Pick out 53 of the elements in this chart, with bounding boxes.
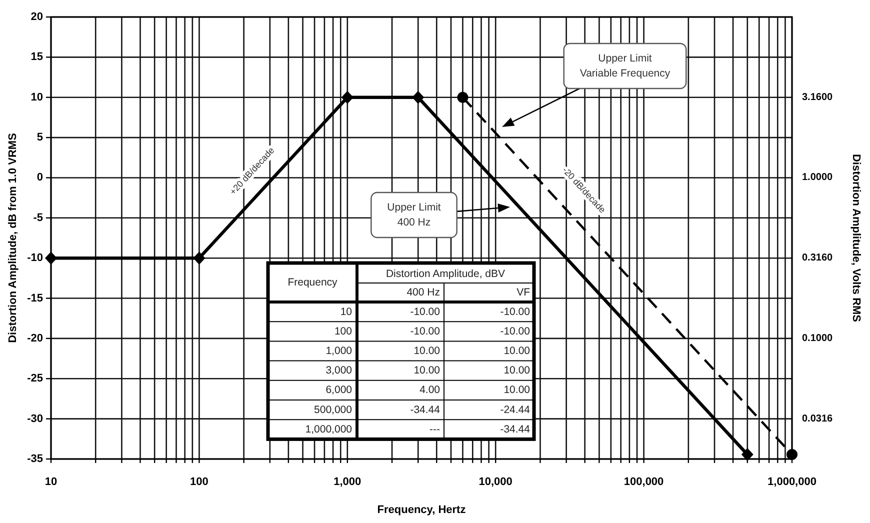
category-label: 1,000 (326, 345, 352, 357)
text: 0.0316 (802, 413, 834, 424)
data-label: --- (430, 423, 440, 436)
text: 0.1000 (802, 332, 834, 344)
text: Frequency (288, 276, 338, 288)
y-tick-label: -25 (27, 372, 43, 385)
category-label: 6,000 (326, 384, 352, 396)
data-label: 10.00 (414, 364, 440, 377)
data-label: -10.00 (410, 306, 440, 318)
text: 0.3160 (802, 252, 834, 264)
text: 3.1600 (802, 92, 834, 103)
y-tick-label: -5 (33, 212, 43, 224)
data-label: 4.00 (420, 384, 440, 396)
annotation: Upper Limit 400 Hz (387, 202, 441, 228)
y-tick-label: 5 (36, 132, 43, 144)
data-label: -24.44 (500, 404, 530, 416)
y-axis-title: Distortion Amplitude, dB from 1.0 VRMS (7, 133, 19, 343)
data-label: 10.00 (504, 364, 530, 377)
text: Distortion Amplitude, dBV (386, 268, 506, 280)
y-tick-label: 10 (30, 91, 43, 104)
data-label: 10.00 (504, 345, 530, 357)
y-tick-label: 15 (30, 51, 43, 64)
category-label: 1,000,000 (305, 423, 352, 436)
x-tick-label: 1,000,000 (768, 476, 816, 488)
category-label: 100 (334, 325, 352, 338)
y-tick-label: 20 (30, 11, 43, 23)
data-label: -10.00 (500, 325, 530, 338)
data-label: -10.00 (500, 306, 530, 318)
data-label: -34.44 (500, 423, 530, 436)
data-label: -34.44 (410, 404, 440, 416)
x-tick-label: 10 (44, 476, 58, 488)
y-tick-label: 0 (36, 172, 43, 184)
y-tick-label: -20 (27, 332, 43, 344)
category-label: 500,000 (314, 404, 352, 416)
text: VF (516, 286, 530, 298)
x-tick-label: 10,000 (478, 476, 512, 488)
category-label: 10 (340, 306, 352, 318)
x-axis-title: Frequency, Hertz (377, 504, 466, 516)
x-tick-label: 100 (190, 476, 208, 488)
data-label: 10.00 (414, 345, 440, 357)
y-tick-label: -30 (27, 412, 43, 425)
y-tick-label: -10 (27, 252, 43, 264)
x-tick-label: 100,000 (624, 476, 664, 488)
data-label: 10.00 (504, 384, 530, 396)
annotation: Upper Limit Variable Frequency (580, 52, 671, 80)
data-label: -10.00 (410, 325, 440, 338)
y-tick-label: -35 (27, 453, 43, 465)
text: 1.0000 (802, 172, 834, 184)
series-label: 400 Hz (406, 286, 440, 298)
y-tick-label: -15 (27, 292, 43, 304)
category-label: 3,000 (326, 364, 352, 377)
x-tick-label: 1,000 (334, 476, 362, 488)
y2-axis-title: Distortion Amplitude, Volts RMS (850, 154, 862, 322)
